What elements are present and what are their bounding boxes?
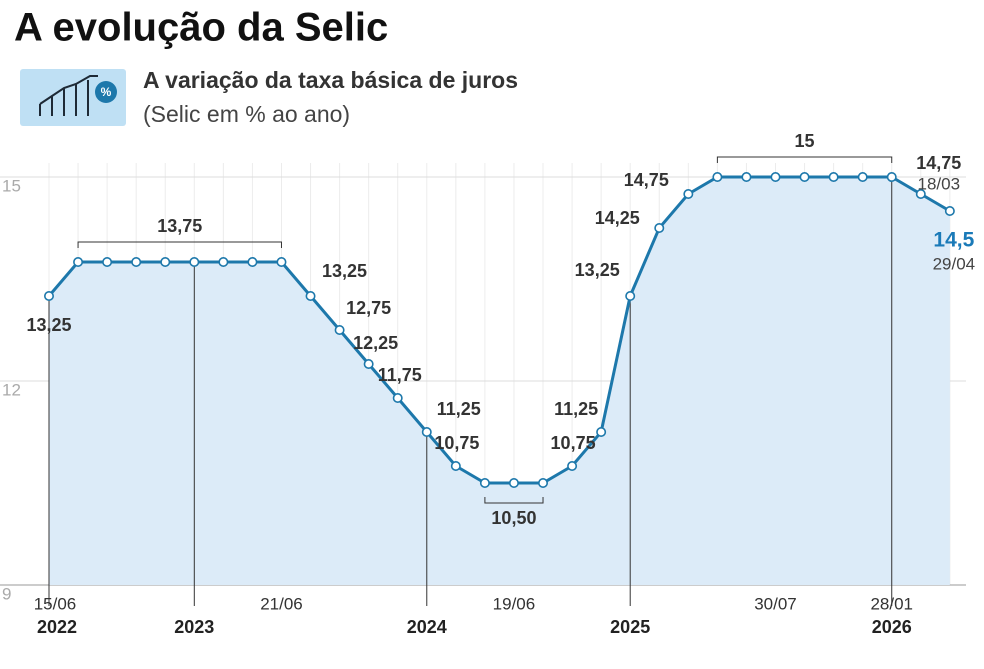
value-label: 12,25 <box>353 333 398 353</box>
year-label: 2026 <box>872 617 912 637</box>
x-tick-label: 21/06 <box>260 594 303 613</box>
marker <box>421 426 432 437</box>
marker <box>102 256 113 267</box>
marker <box>625 290 636 301</box>
y-tick-label: 9 <box>2 584 11 603</box>
chart-title: A evolução da Selic <box>14 6 388 50</box>
area <box>49 177 950 585</box>
x-tick-label: 28/01 <box>870 594 913 613</box>
marker <box>247 256 258 267</box>
marker <box>770 172 781 183</box>
value-label: 13,25 <box>575 260 620 280</box>
value-label: 14,25 <box>595 208 640 228</box>
year-label: 2024 <box>407 617 447 637</box>
value-label: 14,75 <box>916 153 961 173</box>
value-label: 14,5 <box>933 229 974 252</box>
marker <box>479 477 490 488</box>
marker <box>915 189 926 200</box>
marker <box>567 460 578 471</box>
point-date: 29/04 <box>933 254 976 273</box>
value-label: 11,75 <box>378 365 422 385</box>
year-label: 2022 <box>37 617 77 637</box>
x-tick-label: 15/06 <box>34 594 77 613</box>
marker <box>886 172 897 183</box>
marker <box>392 392 403 403</box>
marker <box>305 290 316 301</box>
marker <box>363 358 374 369</box>
unit-note: (Selic em % ao ano) <box>143 101 350 127</box>
marker <box>276 256 287 267</box>
year-label: 2025 <box>610 617 650 637</box>
marker <box>508 477 519 488</box>
value-label: 14,75 <box>624 170 669 190</box>
marker <box>131 256 142 267</box>
value-label: 13,25 <box>26 315 71 335</box>
bracket <box>77 241 282 248</box>
marker <box>218 256 229 267</box>
chart-subtitle: A variação da taxa básica de juros <box>143 67 518 93</box>
value-label: 15 <box>795 131 815 151</box>
value-label: 13,25 <box>322 261 367 281</box>
year-label: 2023 <box>174 617 214 637</box>
y-tick-label: 15 <box>2 176 21 195</box>
marker <box>944 206 955 217</box>
marker <box>741 172 752 183</box>
marker <box>799 172 810 183</box>
marker <box>189 256 200 267</box>
marker <box>334 324 345 335</box>
bracket <box>484 497 544 504</box>
marker <box>828 172 839 183</box>
icon: % <box>20 69 126 126</box>
marker <box>450 460 461 471</box>
marker <box>43 290 54 301</box>
value-label: 13,75 <box>157 216 202 236</box>
marker <box>160 256 171 267</box>
marker <box>712 172 723 183</box>
value-label: 10,75 <box>434 433 479 453</box>
marker <box>857 172 868 183</box>
value-label: 11,25 <box>437 399 481 419</box>
bracket <box>716 156 893 163</box>
svg-text:%: % <box>101 85 112 99</box>
marker <box>73 256 84 267</box>
y-tick-label: 12 <box>2 380 21 399</box>
x-tick-label: 19/06 <box>493 594 536 613</box>
x-tick-label: 30/07 <box>754 594 797 613</box>
marker <box>538 477 549 488</box>
point-date: 18/03 <box>918 174 961 193</box>
value-label: 10,50 <box>491 508 536 528</box>
value-label: 11,25 <box>554 399 598 419</box>
value-label: 12,75 <box>346 298 391 318</box>
marker <box>683 189 694 200</box>
marker <box>654 223 665 234</box>
marker <box>596 426 607 437</box>
value-label: 10,75 <box>551 433 596 453</box>
